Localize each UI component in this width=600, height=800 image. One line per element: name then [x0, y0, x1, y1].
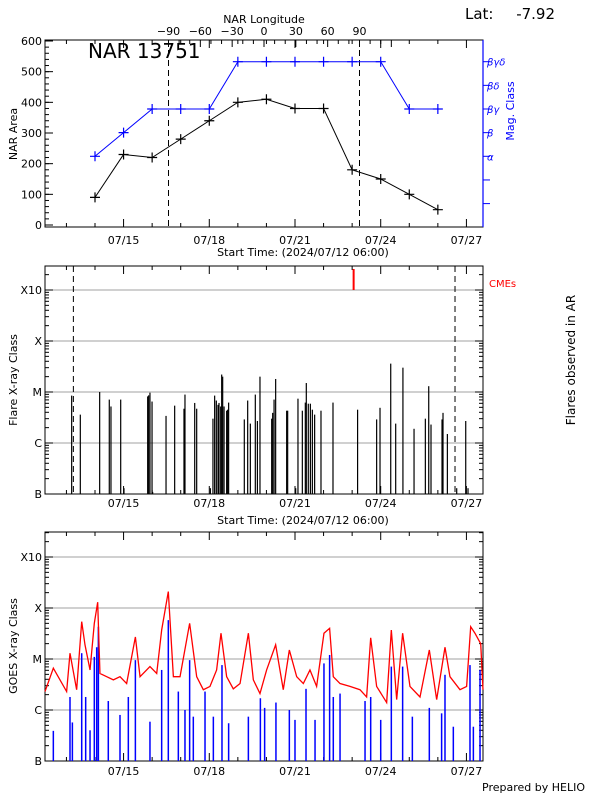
y-axis-label-area: NAR Area — [7, 108, 20, 160]
mag-class-series-marker — [175, 104, 186, 114]
y-tick-label: X — [34, 335, 42, 348]
lon-tick-label: 60 — [321, 25, 335, 38]
mag-class-series-marker — [347, 56, 358, 67]
x-tick-label: 07/18 — [193, 765, 225, 778]
y-tick-label: 300 — [21, 127, 42, 140]
area-series-marker — [204, 115, 215, 126]
y2-axis-label-mag-class: Mag. Class — [504, 81, 517, 140]
lat-value: -7.92 — [516, 5, 555, 23]
lon-tick-label: 0 — [261, 25, 268, 38]
y-axis-label-goes-class: GOES X-ray Class — [7, 598, 20, 694]
area-series-marker — [261, 94, 272, 105]
y-axis-label-flare-class: Flare X-ray Class — [7, 334, 20, 426]
region-title: NAR 13751 — [88, 39, 201, 63]
y-tick-label: X10 — [20, 551, 42, 564]
x-tick-label: 07/24 — [365, 765, 397, 778]
mag-class-tick-label: βγ — [486, 105, 500, 116]
area-series-marker — [232, 97, 243, 108]
y-tick-label: X — [34, 602, 42, 615]
y-tick-label: X10 — [20, 284, 42, 297]
y-tick-label: 100 — [21, 188, 42, 201]
x-tick-label: 07/15 — [108, 234, 140, 247]
y-tick-label: M — [33, 653, 43, 666]
mag-class-series-line — [94, 61, 438, 157]
lon-tick-label: −30 — [221, 25, 244, 38]
y-tick-label: 200 — [21, 158, 42, 171]
mag-class-series-marker — [404, 104, 415, 114]
lon-tick-label: 90 — [353, 25, 367, 38]
area-series-marker — [432, 204, 443, 215]
x-tick-label: 07/21 — [279, 497, 311, 510]
footer-credit: Prepared by HELIO — [482, 781, 585, 794]
mag-class-series-marker — [432, 104, 443, 114]
mag-class-tick-label: βγδ — [486, 58, 505, 69]
mag-class-series-marker — [204, 104, 215, 114]
mag-class-series-marker — [89, 151, 100, 162]
mag-class-series-marker — [375, 56, 386, 67]
x-tick-label: 07/15 — [108, 765, 140, 778]
y-tick-label: M — [33, 386, 43, 399]
y-tick-label: B — [34, 488, 42, 501]
mag-class-series-marker — [232, 56, 243, 67]
mag-class-series-marker — [318, 56, 329, 67]
lat-label: Lat: — [465, 5, 493, 23]
y-tick-label: 500 — [21, 66, 42, 79]
x-tick-label: 07/18 — [193, 497, 225, 510]
area-series-marker — [89, 192, 100, 203]
mag-class-series-marker — [118, 127, 129, 138]
y2-axis-label-flares-observed: Flares observed in AR — [564, 295, 578, 425]
x-tick-label: 07/15 — [108, 497, 140, 510]
cme-legend-label: CMEs — [489, 279, 516, 290]
x-axis-label-top-panel: Start Time: (2024/07/12 06:00) — [217, 246, 389, 259]
area-series-marker — [375, 174, 386, 184]
x-tick-label: 07/21 — [279, 765, 311, 778]
x-tick-label: 07/21 — [279, 234, 311, 247]
y-tick-label: C — [34, 437, 42, 450]
x-tick-label: 07/24 — [365, 497, 397, 510]
top-axis-label: NAR Longitude — [223, 13, 305, 26]
area-series-line — [94, 98, 439, 211]
y-tick-label: C — [34, 704, 42, 717]
area-series-marker — [404, 189, 415, 200]
mag-class-series-marker — [147, 104, 158, 114]
mag-class-tick-label: β — [486, 129, 494, 140]
x-tick-label: 07/18 — [193, 234, 225, 247]
area-series-marker — [347, 164, 358, 175]
lon-tick-label: −60 — [189, 25, 212, 38]
lon-tick-label: 30 — [289, 25, 303, 38]
mag-class-tick-label: α — [487, 152, 494, 163]
y-tick-label: B — [34, 755, 42, 768]
area-series-marker — [318, 103, 329, 114]
plot-frame — [44, 265, 484, 495]
x-tick-label: 07/24 — [365, 234, 397, 247]
area-series-marker — [147, 152, 158, 163]
mag-class-series-marker — [261, 56, 272, 67]
x-tick-label: 07/27 — [451, 497, 483, 510]
mag-class-series-marker — [289, 56, 300, 67]
area-series-marker — [118, 149, 129, 160]
x-axis-label-middle-panel: Start Time: (2024/07/12 06:00) — [217, 514, 389, 527]
y-tick-label: 600 — [21, 35, 42, 48]
y-tick-label: 0 — [35, 219, 42, 232]
x-tick-label: 07/27 — [451, 765, 483, 778]
area-series-marker — [289, 103, 300, 114]
mag-class-tick-label: βδ — [486, 81, 500, 92]
area-series-marker — [175, 134, 186, 145]
x-tick-label: 07/27 — [451, 234, 483, 247]
goes-long-curve — [44, 591, 484, 705]
lon-tick-label: −90 — [157, 25, 180, 38]
y-tick-label: 400 — [21, 96, 42, 109]
